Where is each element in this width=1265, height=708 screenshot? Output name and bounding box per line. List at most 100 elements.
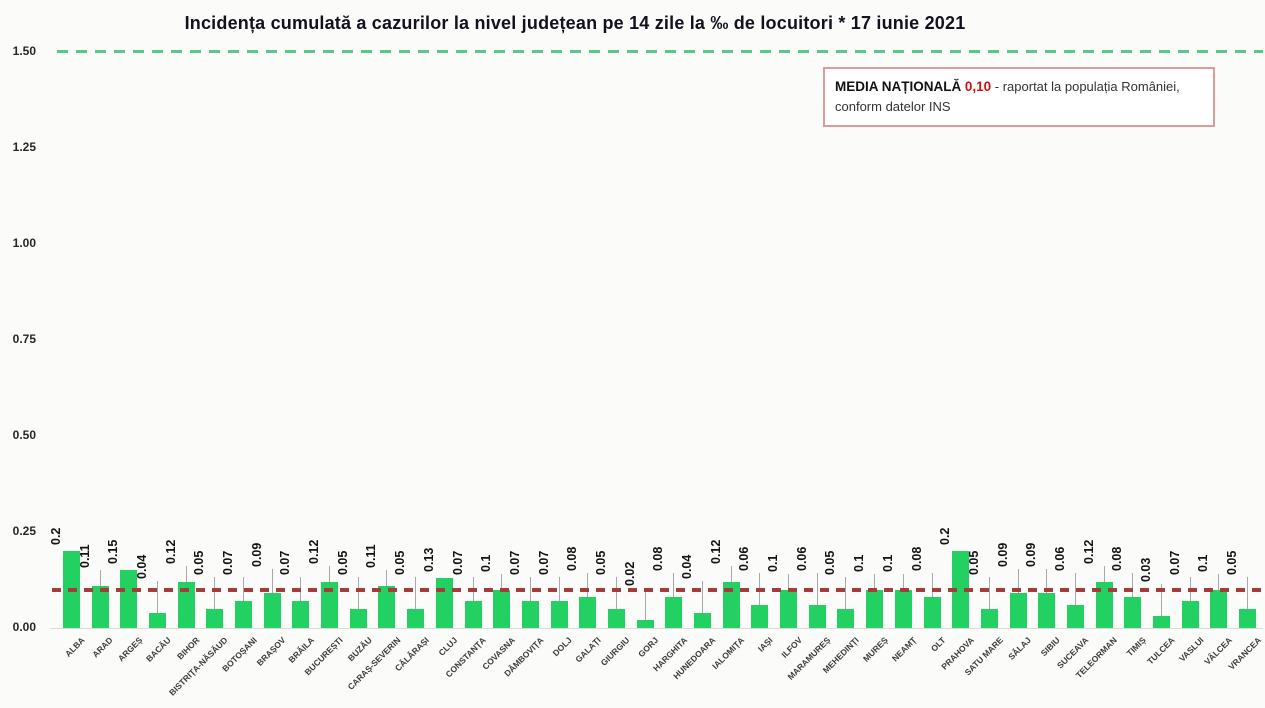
bar-leader-line: [902, 573, 904, 590]
bar: [407, 608, 425, 628]
bar-leader-line: [415, 576, 417, 609]
national-average-dashed-line: [52, 588, 1263, 592]
x-axis-county-label: ALBA: [62, 635, 87, 659]
x-axis-county-label: OLT: [928, 635, 948, 654]
bar-value-label: 0.12: [163, 539, 178, 564]
bar-leader-line: [644, 588, 646, 621]
bar: [694, 612, 712, 628]
bar-value-label: 0.08: [565, 546, 580, 572]
y-axis-tick-label: 0.00: [12, 620, 36, 634]
chart-title: Incidența cumulată a cazurilor la nivel …: [184, 13, 966, 33]
bar: [435, 578, 453, 628]
bar: [1009, 593, 1027, 628]
bar: [148, 612, 166, 628]
x-axis-county-label: ARGEȘ: [115, 635, 144, 664]
bar-leader-line: [1103, 565, 1105, 582]
bar-leader-line: [1046, 569, 1048, 594]
x-axis-county-label: SĂLAJ: [1006, 635, 1034, 662]
bar: [206, 608, 224, 628]
bar: [607, 608, 625, 628]
bar-value-label: 0.2: [48, 527, 63, 546]
bar: [579, 597, 597, 628]
callout-text-line1: - raportat la populația României,: [994, 79, 1180, 94]
bar-leader-line: [156, 580, 158, 613]
x-axis-county-label: TULCEA: [1145, 635, 1177, 667]
bar-value-label: 0.13: [421, 547, 436, 573]
bar-value-label: 0.04: [680, 554, 695, 579]
bar: [722, 581, 740, 628]
x-axis-county-label: CARAȘ-SEVERIN: [345, 635, 403, 692]
bar-leader-line: [329, 565, 331, 582]
bar-value-label: 0.07: [507, 550, 522, 576]
x-axis-county-label: BACĂU: [143, 635, 173, 664]
x-axis-county-label: SIBIU: [1038, 635, 1062, 659]
bar: [1181, 601, 1199, 628]
bar-value-label: 0.04: [134, 554, 149, 579]
bar: [780, 589, 798, 628]
bar-value-label: 0.1: [1196, 554, 1211, 572]
bar-value-label: 0.03: [1139, 558, 1154, 583]
bar-leader-line: [1218, 573, 1220, 590]
bar-value-label: 0.05: [1225, 550, 1240, 575]
upper-guide-dashed-line: [57, 50, 1263, 53]
bar: [493, 589, 511, 628]
bar-leader-line: [673, 573, 675, 598]
bar: [550, 601, 568, 628]
bar-value-label: 0.05: [593, 550, 608, 575]
x-axis-county-label: GIURGIU: [598, 635, 632, 668]
callout-value: 0,10: [964, 79, 992, 94]
y-axis-tick-label: 1.25: [12, 140, 36, 154]
bar: [321, 581, 339, 628]
bar-value-label: 0.12: [708, 539, 723, 564]
bar: [1095, 581, 1113, 628]
bar-value-label: 0.05: [192, 550, 207, 575]
bar: [980, 608, 998, 628]
x-axis-county-label: TIMIȘ: [1124, 635, 1148, 659]
y-axis-tick-label: 1.00: [12, 236, 36, 250]
bar-leader-line: [931, 573, 933, 598]
bar: [866, 589, 884, 628]
bar-value-label: 0.12: [307, 539, 322, 564]
callout-label: MEDIA NAȚIONALĂ: [835, 79, 962, 94]
bar-leader-line: [214, 576, 216, 609]
bar-leader-line: [185, 565, 187, 582]
bar-leader-line: [1247, 576, 1249, 609]
bar-value-label: 0.02: [622, 561, 637, 587]
bar: [837, 608, 855, 628]
bar-value-label: 0.09: [249, 543, 264, 568]
y-axis-tick-label: 0.75: [12, 332, 36, 346]
x-axis-baseline: [50, 628, 1263, 629]
bar-value-label: 0.12: [1081, 539, 1096, 564]
x-axis-county-label: MUREȘ: [860, 635, 890, 664]
bar-value-label: 0.06: [737, 546, 752, 571]
bar-leader-line: [1017, 569, 1019, 594]
bar-value-label: 0.1: [852, 554, 867, 572]
bar: [91, 585, 109, 628]
bar: [751, 604, 769, 628]
bar-value-label: 0.06: [1053, 546, 1067, 571]
bar-leader-line: [1161, 584, 1163, 617]
bar-value-label: 0.07: [450, 550, 465, 576]
bar-leader-line: [615, 576, 617, 609]
bar-value-label: 0.1: [479, 554, 494, 572]
bar-value-label: 0.09: [995, 543, 1010, 568]
x-axis-county-label: ARAD: [90, 635, 116, 660]
bar: [292, 601, 310, 628]
bar: [521, 601, 539, 628]
bar-leader-line: [271, 569, 273, 594]
bar: [177, 581, 195, 628]
x-axis-county-label: GORJ: [636, 635, 661, 660]
x-axis-county-label: BIHOR: [174, 635, 202, 662]
bar-value-label: 0.06: [794, 546, 809, 571]
bar-value-label: 0.11: [77, 544, 92, 568]
bar-value-label: 0.05: [335, 550, 350, 575]
bar-leader-line: [386, 569, 388, 586]
x-axis-county-label: NEAMȚ: [889, 635, 919, 664]
bar-leader-line: [845, 576, 847, 609]
bar: [636, 620, 654, 628]
bar: [378, 585, 396, 628]
bar-leader-line: [357, 576, 359, 609]
x-axis-county-label: ILFOV: [778, 635, 804, 660]
bar-leader-line: [874, 573, 876, 590]
